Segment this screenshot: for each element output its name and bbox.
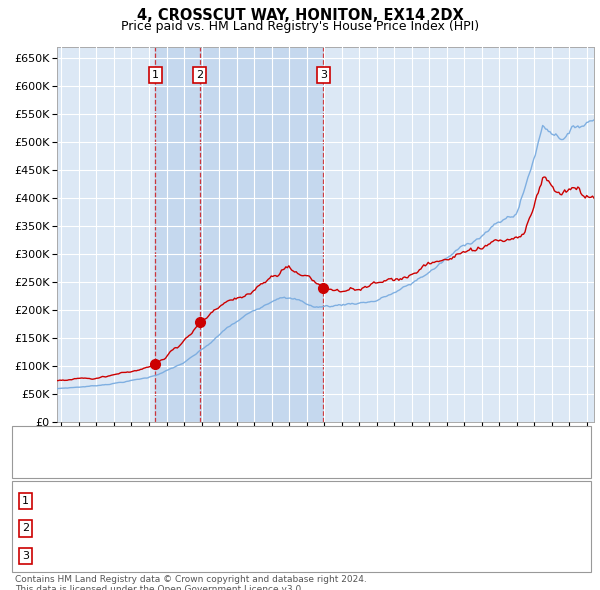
Bar xyxy=(200,47,323,422)
Bar xyxy=(155,47,200,422)
Text: 1: 1 xyxy=(152,70,159,80)
Text: HPI: Average price, detached house, East Devon: HPI: Average price, detached house, East… xyxy=(48,460,313,470)
Text: 25-NOV-2002: 25-NOV-2002 xyxy=(69,522,148,535)
Text: 24% ↓ HPI: 24% ↓ HPI xyxy=(396,522,460,535)
Text: £178,200: £178,200 xyxy=(252,522,309,535)
Text: 26% ↓ HPI: 26% ↓ HPI xyxy=(396,549,460,562)
Text: 4, CROSSCUT WAY, HONITON, EX14 2DX (detached house): 4, CROSSCUT WAY, HONITON, EX14 2DX (deta… xyxy=(48,434,368,444)
Text: 1: 1 xyxy=(22,496,29,506)
Text: 12-MAY-2000: 12-MAY-2000 xyxy=(69,494,148,507)
Text: 2: 2 xyxy=(22,523,29,533)
Text: 18-DEC-2009: 18-DEC-2009 xyxy=(69,549,148,562)
Text: 4, CROSSCUT WAY, HONITON, EX14 2DX: 4, CROSSCUT WAY, HONITON, EX14 2DX xyxy=(137,8,463,23)
Text: —: — xyxy=(21,455,41,474)
Text: 2: 2 xyxy=(196,70,203,80)
Text: Price paid vs. HM Land Registry's House Price Index (HPI): Price paid vs. HM Land Registry's House … xyxy=(121,20,479,33)
Text: 3: 3 xyxy=(320,70,327,80)
Text: £240,000: £240,000 xyxy=(252,549,309,562)
Text: 3: 3 xyxy=(22,551,29,561)
Text: —: — xyxy=(21,430,41,448)
Text: £102,950: £102,950 xyxy=(252,494,309,507)
Text: 29% ↓ HPI: 29% ↓ HPI xyxy=(396,494,460,507)
Text: Contains HM Land Registry data © Crown copyright and database right 2024.
This d: Contains HM Land Registry data © Crown c… xyxy=(15,575,367,590)
